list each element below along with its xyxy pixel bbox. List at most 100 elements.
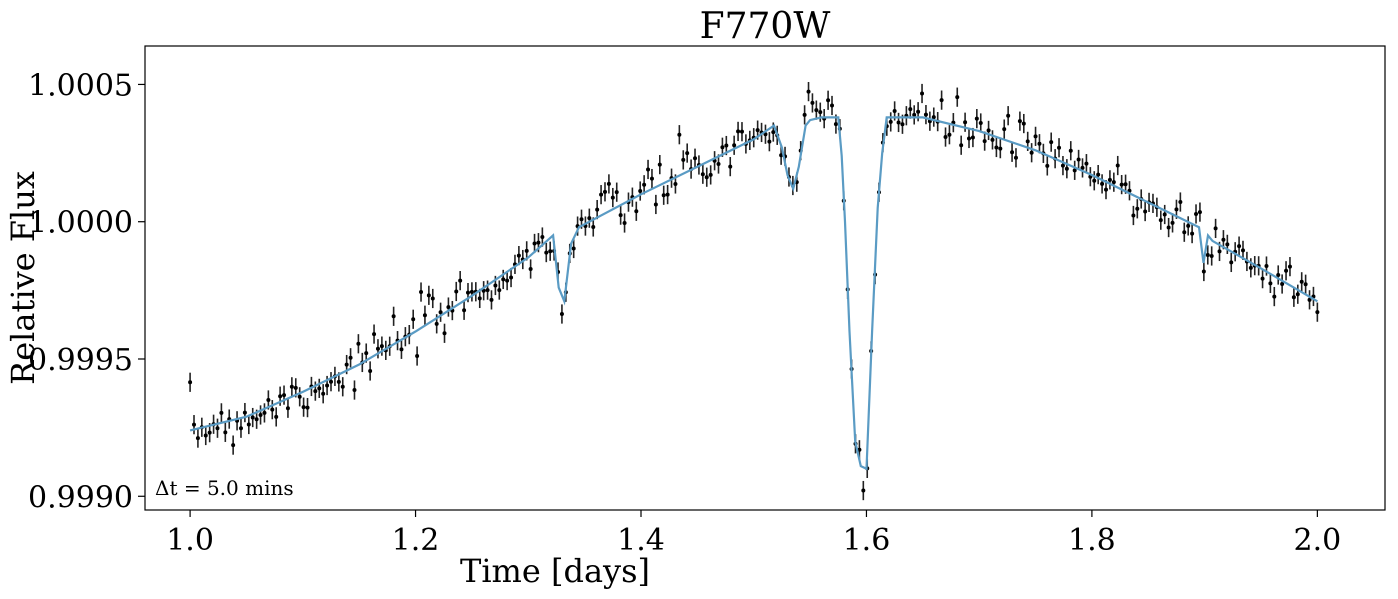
data-point xyxy=(223,422,228,442)
data-point xyxy=(1107,170,1112,190)
data-point xyxy=(195,428,200,448)
data-point xyxy=(1057,138,1062,158)
data-point xyxy=(912,105,917,125)
data-point xyxy=(736,121,741,142)
data-point xyxy=(1229,252,1234,273)
data-point xyxy=(1060,156,1065,176)
data-point xyxy=(830,95,835,116)
data-point xyxy=(231,435,236,455)
data-point xyxy=(262,403,267,423)
data-point xyxy=(1104,180,1108,200)
data-point xyxy=(923,105,928,125)
data-point xyxy=(285,398,290,418)
data-point xyxy=(242,402,247,423)
data-point xyxy=(1084,154,1089,174)
x-axis-label: Time [days] xyxy=(460,552,650,590)
data-point xyxy=(391,306,396,326)
data-point xyxy=(1190,223,1195,244)
data-point xyxy=(931,107,936,127)
data-point xyxy=(602,182,607,202)
data-point xyxy=(990,130,995,150)
data-point xyxy=(438,302,443,322)
data-point xyxy=(501,269,506,290)
data-point xyxy=(739,122,744,142)
x-tick-label: 1.6 xyxy=(843,523,891,558)
data-point xyxy=(1280,274,1285,294)
data-point xyxy=(1100,174,1105,194)
data-point xyxy=(430,288,435,309)
data-point xyxy=(454,281,459,302)
y-axis-ticks: 0.9990 0.9995 1.0000 1.0005 xyxy=(28,68,145,515)
data-point xyxy=(1194,204,1199,224)
data-point xyxy=(1295,284,1300,304)
data-point xyxy=(1237,236,1242,256)
data-point xyxy=(814,100,819,120)
data-point xyxy=(1240,240,1245,260)
data-point xyxy=(321,384,326,404)
data-point xyxy=(1178,192,1183,212)
plot-background xyxy=(145,46,1385,510)
data-point xyxy=(238,418,243,438)
data-point xyxy=(606,174,611,194)
data-point xyxy=(634,201,639,221)
data-point xyxy=(219,403,224,423)
data-point xyxy=(1213,218,1218,239)
data-point xyxy=(1315,302,1320,322)
data-point xyxy=(1307,290,1312,310)
data-point xyxy=(1029,143,1034,163)
data-point xyxy=(665,184,670,205)
data-point xyxy=(489,290,494,310)
data-point xyxy=(532,233,537,254)
data-point xyxy=(548,241,553,261)
data-point xyxy=(250,407,255,428)
data-point xyxy=(1002,119,1007,139)
data-point xyxy=(610,187,615,208)
data-point xyxy=(305,398,310,418)
data-point xyxy=(955,87,960,107)
data-point xyxy=(986,120,991,141)
data-point xyxy=(943,127,948,147)
data-point xyxy=(1010,142,1015,162)
data-point xyxy=(1197,202,1202,222)
x-tick-label: 1.0 xyxy=(166,523,214,558)
data-point xyxy=(681,150,686,170)
data-point xyxy=(1119,175,1124,195)
data-point xyxy=(426,285,431,305)
data-point xyxy=(505,270,510,291)
data-point xyxy=(203,425,208,446)
chart-title: F770W xyxy=(700,6,831,47)
data-point xyxy=(1111,172,1116,192)
data-point xyxy=(1131,205,1136,226)
data-point xyxy=(1272,286,1277,307)
data-point xyxy=(1135,199,1140,219)
data-point xyxy=(685,143,690,163)
data-point xyxy=(974,109,979,129)
data-point xyxy=(587,208,592,228)
data-point xyxy=(1143,201,1148,222)
data-point xyxy=(1045,156,1050,176)
data-point xyxy=(861,480,866,501)
data-point xyxy=(646,159,651,180)
y-tick-label: 0.9995 xyxy=(28,343,133,378)
data-point xyxy=(399,339,404,359)
data-point xyxy=(970,127,975,148)
data-point xyxy=(1287,257,1292,277)
data-point xyxy=(1303,274,1308,294)
y-tick-label: 1.0000 xyxy=(28,206,133,241)
data-point xyxy=(888,112,893,132)
data-point xyxy=(446,297,451,317)
data-point xyxy=(826,90,831,110)
data-point xyxy=(693,148,698,168)
data-point xyxy=(192,415,197,435)
x-tick-label: 1.8 xyxy=(1068,523,1116,558)
data-point xyxy=(1013,148,1018,168)
data-point xyxy=(1284,261,1289,281)
data-point xyxy=(415,346,420,366)
data-point xyxy=(1068,141,1073,161)
x-tick-label: 2.0 xyxy=(1294,523,1342,558)
data-point xyxy=(649,168,654,189)
data-point xyxy=(642,175,647,195)
data-point xyxy=(1033,126,1038,146)
data-point xyxy=(379,336,384,356)
